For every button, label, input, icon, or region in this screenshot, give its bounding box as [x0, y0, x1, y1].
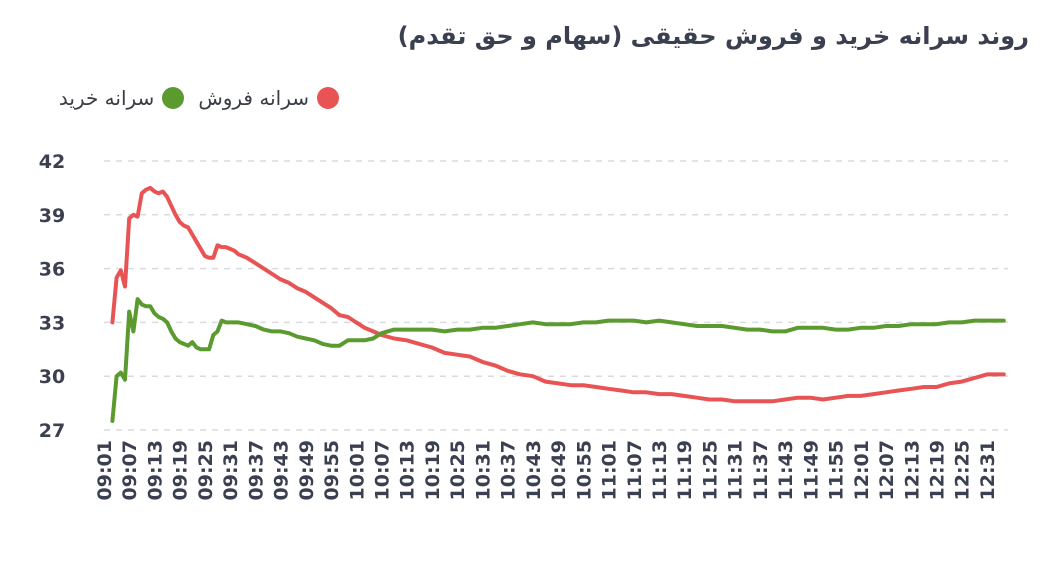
x-tick-label: 10:31 — [472, 440, 494, 500]
x-tick-label: 09:13 — [144, 440, 166, 500]
x-tick-label: 11:55 — [826, 440, 848, 500]
x-tick-label: 11:07 — [624, 440, 646, 500]
legend-label-buy: سرانه خرید — [58, 86, 155, 110]
x-tick-label: 11:19 — [674, 440, 696, 500]
y-tick-label: 27 — [39, 420, 65, 442]
x-axis-ticks: 09:01 09:07 09:13 09:19 09:25 09:31 09:37 09:43… — [94, 440, 999, 500]
x-tick-label: 09:49 — [296, 440, 318, 500]
series-line-sell[interactable] — [110, 185, 1006, 404]
x-tick-label: 11:37 — [750, 440, 772, 500]
x-tick-label: 11:13 — [649, 440, 671, 500]
x-tick-label: 10:43 — [523, 440, 545, 500]
series-lines — [110, 185, 1006, 423]
x-tick-label: 12:07 — [876, 440, 898, 500]
x-tick-label: 09:01 — [94, 440, 116, 500]
x-tick-label: 12:25 — [952, 440, 974, 500]
x-tick-label: 12:13 — [901, 440, 923, 500]
x-tick-label: 09:55 — [321, 440, 343, 500]
x-tick-label: 09:31 — [220, 440, 242, 500]
legend-item-buy[interactable]: سرانه خرید — [58, 86, 185, 110]
x-tick-label: 10:19 — [422, 440, 444, 500]
x-tick-label: 10:13 — [397, 440, 419, 500]
x-tick-label: 11:25 — [699, 440, 721, 500]
x-tick-label: 11:31 — [725, 440, 747, 500]
x-tick-label: 11:43 — [775, 440, 797, 500]
x-tick-label: 11:01 — [599, 440, 621, 500]
legend-item-sell[interactable]: سرانه فروش — [198, 86, 339, 110]
y-tick-label: 30 — [39, 366, 65, 388]
x-tick-label: 10:07 — [372, 440, 394, 500]
legend-swatch-buy — [162, 87, 185, 109]
x-tick-label: 10:55 — [573, 440, 595, 500]
x-tick-label: 12:19 — [927, 440, 949, 500]
legend-label-sell: سرانه فروش — [198, 86, 309, 110]
x-tick-label: 09:43 — [271, 440, 293, 500]
series-line-buy[interactable] — [110, 297, 1006, 423]
legend-swatch-sell — [317, 87, 339, 109]
x-tick-label: 09:19 — [170, 440, 192, 500]
x-tick-label: 09:07 — [119, 440, 141, 500]
x-tick-label: 10:25 — [447, 440, 469, 500]
x-tick-label: 10:01 — [346, 440, 368, 500]
legend: سرانه فروش سرانه خرید — [59, 86, 339, 110]
x-tick-label: 10:37 — [498, 440, 520, 500]
x-tick-label: 12:31 — [977, 440, 999, 500]
x-tick-label: 12:01 — [851, 440, 873, 500]
grid-lines — [104, 160, 1008, 431]
y-tick-label: 36 — [39, 259, 65, 281]
y-axis-ticks: 27 30 33 36 39 42 — [39, 151, 65, 442]
x-tick-label: 09:25 — [195, 440, 217, 500]
y-tick-label: 33 — [39, 312, 65, 334]
chart-title: روند سرانه خرید و فروش حقیقی (سهام و حق … — [397, 22, 1029, 50]
y-tick-label: 42 — [39, 151, 65, 173]
x-tick-label: 11:49 — [800, 440, 822, 500]
y-tick-label: 39 — [39, 205, 65, 227]
x-tick-label: 09:37 — [245, 440, 267, 500]
x-tick-label: 10:49 — [548, 440, 570, 500]
